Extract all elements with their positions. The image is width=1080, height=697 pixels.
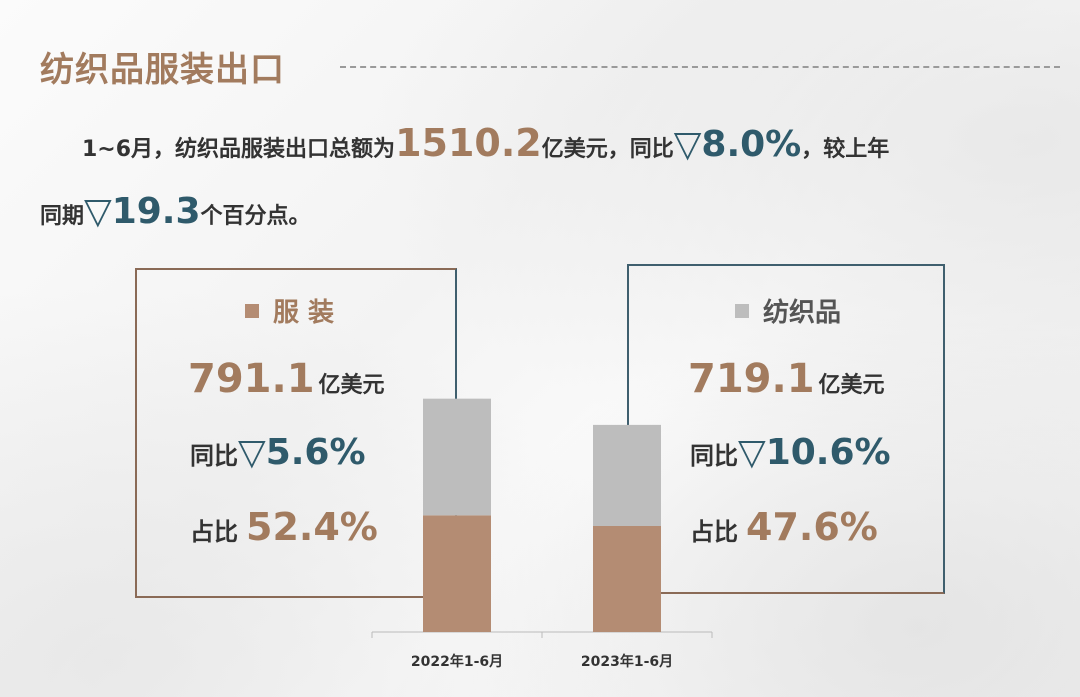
textiles-yoy: 10.6% [765, 432, 891, 473]
apparel-share: 52.4% [246, 505, 378, 549]
summary-line2-suffix: 个百分点。 [200, 204, 311, 229]
textiles-legend-swatch [735, 303, 749, 318]
down-triangle-icon: ▽ [84, 191, 112, 232]
down-triangle-icon: ▽ [738, 432, 766, 473]
title-divider [340, 66, 1060, 68]
apparel-share-row: 占比 52.4% [190, 505, 378, 549]
textiles-value: 719.1 [688, 356, 815, 402]
textiles-legend: 纺织品 [735, 292, 841, 329]
textiles-legend-label: 纺织品 [763, 298, 842, 328]
summary-text: 1~6月，纺织品服装出口总额为1510.2亿美元，同比▽8.0%，较上年 同期▽… [40, 112, 1050, 248]
textiles-share-label: 占比 [690, 518, 738, 546]
down-triangle-icon: ▽ [238, 432, 266, 473]
textiles-unit: 亿美元 [818, 373, 885, 398]
summary-total-unit: 亿美元，同比 [541, 137, 674, 162]
summary-total: 1510.2 [395, 121, 542, 165]
bar-textiles-1 [423, 398, 491, 516]
summary-line1-prefix: 1~6月，纺织品服装出口总额为 [82, 137, 396, 162]
apparel-legend-swatch [245, 303, 259, 318]
bar-textiles-2 [593, 424, 661, 526]
page-title: 纺织品服装出口 [40, 50, 285, 90]
textiles-yoy-label: 同比 [690, 442, 738, 470]
summary-total-yoy: 8.0% [701, 124, 802, 165]
bar-apparel-1 [423, 515, 491, 632]
textiles-share-row: 占比 47.6% [690, 505, 878, 549]
apparel-value: 791.1 [188, 356, 315, 402]
apparel-yoy-row: 同比▽5.6% [190, 432, 366, 473]
x-tick-label: 2023年1-6月 [581, 653, 673, 670]
textiles-yoy-row: 同比▽10.6% [690, 432, 891, 473]
down-triangle-icon: ▽ [673, 124, 702, 165]
textiles-value-row: 719.1 亿美元 [688, 356, 885, 402]
apparel-yoy-label: 同比 [190, 442, 238, 470]
apparel-value-row: 791.1 亿美元 [188, 356, 385, 402]
summary-line2-prefix: 同期 [40, 204, 85, 229]
apparel-share-label: 占比 [190, 518, 238, 546]
x-tick-label: 2022年1-6月 [411, 653, 503, 670]
textiles-share: 47.6% [746, 505, 878, 549]
summary-change: 19.3 [111, 191, 201, 232]
apparel-legend-label: 服 装 [273, 298, 335, 328]
apparel-legend: 服 装 [245, 292, 334, 329]
summary-line1-suffix: ，较上年 [801, 137, 890, 162]
apparel-unit: 亿美元 [318, 373, 385, 398]
apparel-yoy: 5.6% [265, 432, 366, 473]
bar-apparel-2 [593, 526, 661, 632]
